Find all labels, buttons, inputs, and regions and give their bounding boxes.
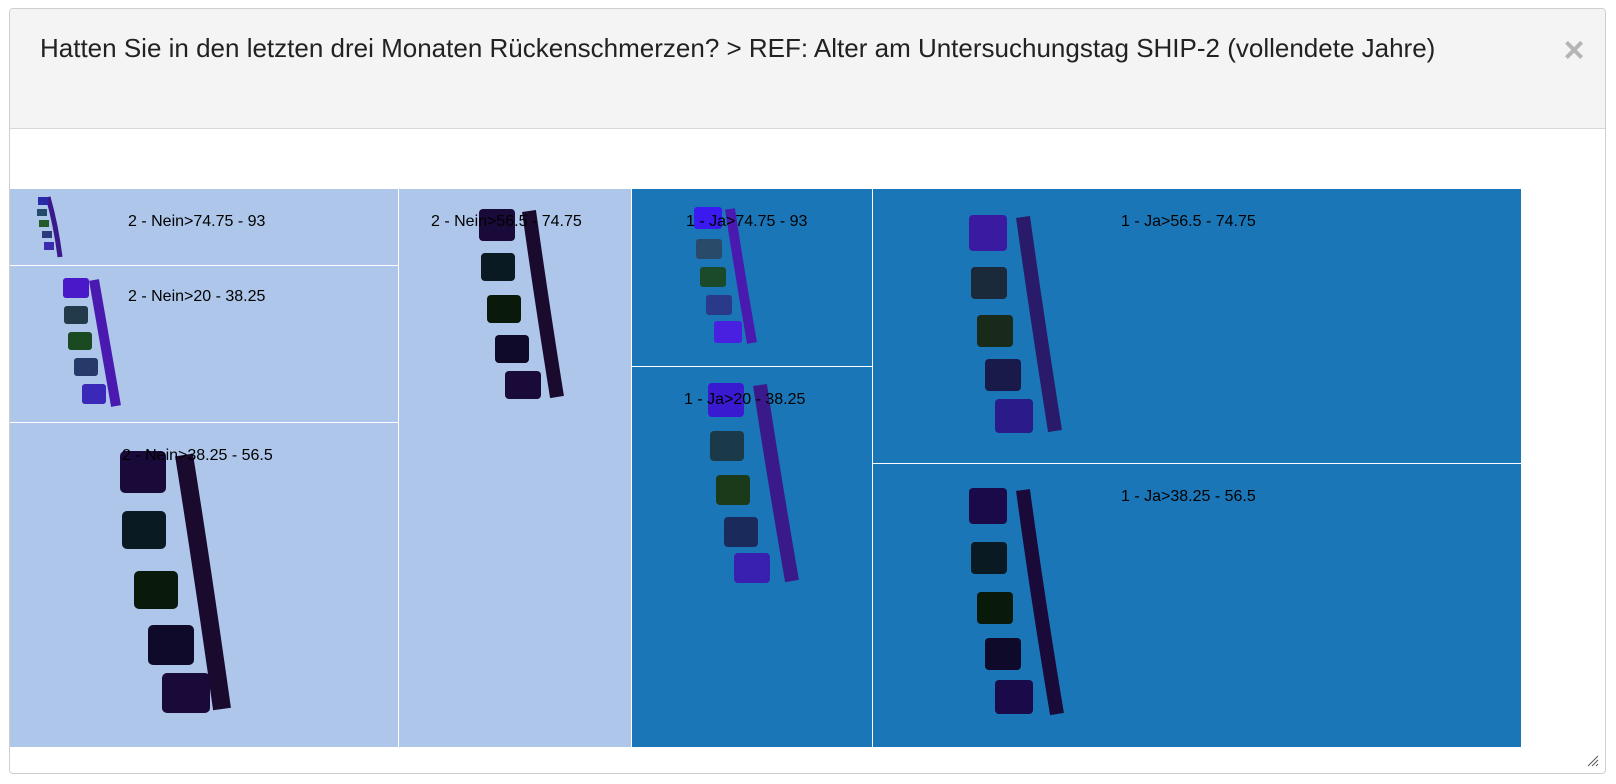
treemap-cell-ja-38-56[interactable]: 1 - Ja>38.25 - 56.5 [873, 464, 1521, 747]
dialog-header: Hatten Sie in den letzten drei Monaten R… [10, 9, 1605, 129]
treemap-cell-nein-20-38[interactable]: 2 - Nein>20 - 38.25 [10, 266, 398, 422]
spine-image [969, 488, 1064, 716]
spine-image [969, 215, 1062, 433]
treemap-cell-label: 1 - Ja>38.25 - 56.5 [1121, 488, 1256, 505]
spine-image [120, 451, 231, 713]
treemap-cell-nein-56-74[interactable]: 2 - Nein>56.5 - 74.75 [399, 189, 631, 747]
spine-image [63, 278, 121, 407]
treemap-cell-label: 1 - Ja>74.75 - 93 [686, 213, 808, 230]
spine-image [708, 383, 799, 583]
treemap-cell-nein-38-56[interactable]: 2 - Nein>38.25 - 56.5 [10, 423, 398, 747]
treemap-cell-label: 1 - Ja>56.5 - 74.75 [1121, 213, 1256, 230]
dialog-body: 2 - Nein>74.75 - 93 2 - Nein>20 - 38.25 [10, 129, 1605, 773]
treemap-cell-label: 2 - Nein>74.75 - 93 [128, 213, 266, 230]
treemap-cell-ja-74-93[interactable]: 1 - Ja>74.75 - 93 [632, 189, 872, 366]
treemap-cell-label: 2 - Nein>56.5 - 74.75 [431, 213, 582, 230]
treemap-cell-ja-56-74[interactable]: 1 - Ja>56.5 - 74.75 [873, 189, 1521, 463]
treemap-cell-label: 2 - Nein>20 - 38.25 [128, 288, 266, 305]
spine-image [37, 196, 63, 258]
treemap-cell-label: 1 - Ja>20 - 38.25 [684, 391, 806, 408]
spine-image [479, 209, 564, 399]
treemap-chart: 2 - Nein>74.75 - 93 2 - Nein>20 - 38.25 [10, 189, 1521, 747]
dialog-title: Hatten Sie in den letzten drei Monaten R… [40, 33, 1436, 63]
treemap-cell-label: 2 - Nein>38.25 - 56.5 [122, 447, 273, 464]
resize-grip-icon[interactable] [1585, 753, 1599, 767]
treemap-cell-ja-20-38[interactable]: 1 - Ja>20 - 38.25 [632, 367, 872, 747]
treemap-cell-nein-74-93[interactable]: 2 - Nein>74.75 - 93 [10, 189, 398, 265]
dialog: Hatten Sie in den letzten drei Monaten R… [9, 8, 1606, 774]
spine-image [694, 207, 757, 344]
close-icon[interactable]: × [1563, 29, 1585, 70]
